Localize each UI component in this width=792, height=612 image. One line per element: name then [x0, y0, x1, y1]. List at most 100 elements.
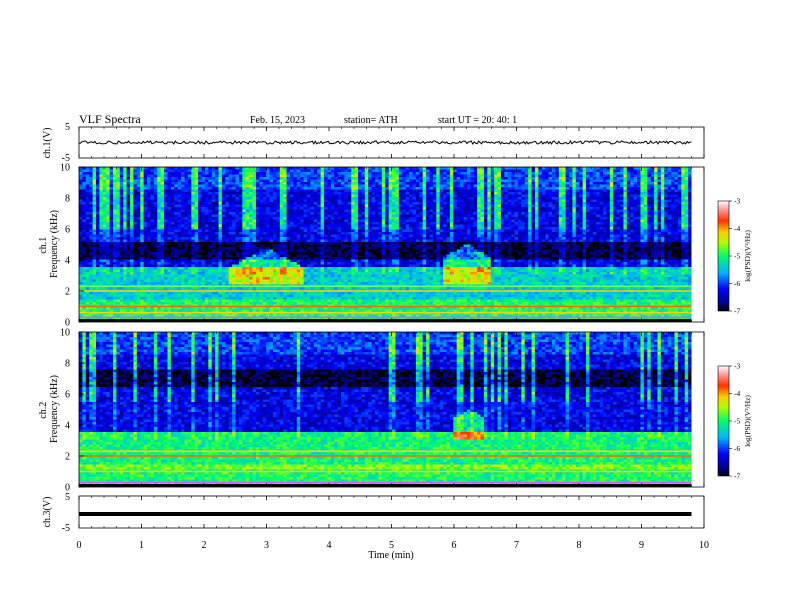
spec1-cell	[113, 224, 117, 228]
spec1-cell	[402, 194, 407, 198]
spec1-cell	[453, 167, 458, 170]
spec1-cell	[599, 197, 604, 200]
spec1-cell	[96, 202, 100, 205]
spec1-cell	[296, 229, 301, 233]
spec1-cell	[300, 217, 304, 220]
spec1-cell	[388, 204, 393, 208]
spec1-cell	[392, 174, 396, 178]
spec1-cell	[504, 179, 509, 183]
spec1-cell	[473, 167, 478, 170]
spec1-cell	[517, 227, 522, 230]
spec1-cell	[364, 229, 369, 233]
spec1-cell	[579, 197, 584, 200]
spec1-cell	[415, 184, 420, 188]
spec1-cell	[130, 227, 134, 230]
spec1-cell	[538, 174, 543, 178]
spec1-cell	[599, 214, 604, 218]
spec1-cell	[684, 174, 689, 178]
spec1-cell	[671, 227, 675, 230]
spec1-cell	[453, 169, 458, 173]
spec1-cell	[375, 182, 379, 185]
spec1-cell	[599, 194, 604, 198]
spec1-cell	[412, 209, 417, 213]
spec1-cell	[89, 194, 94, 198]
spec1-cell	[354, 169, 359, 173]
spec1-cell	[276, 197, 281, 200]
spec1-cell	[228, 229, 233, 233]
spec1-cell	[140, 167, 145, 170]
spec1-cell	[524, 229, 529, 233]
spec1-cell	[497, 199, 502, 203]
spec1-cell	[272, 232, 277, 235]
spec1-cell	[392, 179, 396, 183]
spec1-cell	[647, 227, 652, 230]
spec1-cell	[249, 214, 253, 218]
spec1-cell	[480, 194, 485, 198]
spec1-cell	[606, 232, 611, 235]
spec1-cell	[684, 222, 689, 225]
spec1-cell	[147, 199, 151, 203]
spec1-cell	[415, 227, 420, 230]
spec1-cell	[637, 214, 641, 218]
spec1-cell	[232, 224, 236, 228]
spec1-cell	[507, 199, 512, 203]
spec1-cell	[218, 204, 223, 208]
spec1-cell	[412, 224, 417, 228]
spec1-cell	[225, 192, 230, 195]
spec1-cell	[432, 172, 437, 175]
spec1-cell	[449, 209, 454, 213]
spec1-cell	[613, 229, 618, 233]
spec1-cell	[344, 169, 349, 173]
spec1-cell	[456, 174, 461, 178]
spec1-cell	[119, 197, 124, 200]
spec1-cell	[150, 192, 155, 195]
spec1-cell	[106, 219, 111, 223]
spec1-cell	[303, 187, 308, 190]
spec1-cell	[429, 214, 434, 218]
spec1-cell	[201, 227, 206, 230]
spec1-cell	[449, 189, 454, 193]
spec1-cell	[381, 182, 386, 185]
spec1-cell	[272, 182, 277, 185]
spec1-cell	[524, 167, 529, 170]
spec1-cell	[150, 234, 155, 238]
spec1-cell	[460, 197, 464, 200]
spec1-cell	[620, 212, 624, 215]
spec1-cell	[211, 219, 216, 223]
spec1-cell	[684, 202, 689, 205]
spec1-cell	[405, 232, 410, 235]
spec1-cell	[368, 227, 373, 230]
spec1-cell	[324, 209, 328, 213]
spec1-cell	[136, 214, 141, 218]
spec1-cell	[575, 207, 580, 210]
spec1-cell	[320, 214, 325, 218]
spec1-cell	[358, 212, 362, 215]
spec1-cell	[150, 214, 155, 218]
spec1-cell	[177, 179, 182, 183]
spec1-cell	[255, 229, 260, 233]
spec1-cell	[657, 227, 662, 230]
spec1-cell	[405, 209, 410, 213]
spec1-cell	[398, 232, 403, 235]
spec1-cell	[381, 224, 386, 228]
spec1-cell	[276, 227, 281, 230]
spec1-cell	[388, 224, 393, 228]
spec1-cell	[143, 217, 148, 220]
spec1-cell	[245, 212, 250, 215]
spec1-cell	[116, 204, 121, 208]
spec1-cell	[310, 172, 315, 175]
spec1-cell	[266, 214, 270, 218]
spec1-cell	[136, 182, 141, 185]
spec1-cell	[541, 202, 546, 205]
spec1-cell	[460, 232, 464, 235]
spec1-cell	[558, 222, 563, 225]
spec1-cell	[647, 199, 652, 203]
spec1-cell	[330, 224, 335, 228]
spec1-cell	[466, 167, 471, 170]
spec1-cell	[677, 202, 682, 205]
spec1-cell	[89, 204, 94, 208]
spec1-cell	[572, 184, 577, 188]
spec1-cell	[140, 174, 145, 178]
spec1-cell	[395, 182, 400, 185]
spec1-cell	[160, 194, 165, 198]
